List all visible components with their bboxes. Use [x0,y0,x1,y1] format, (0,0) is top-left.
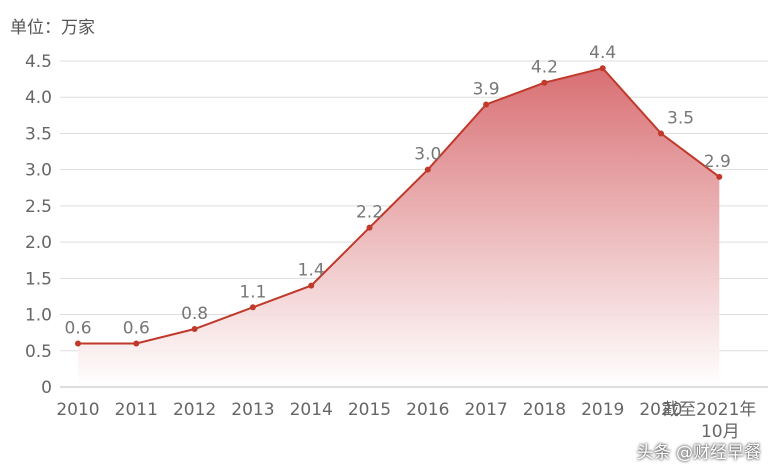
y-tick-label: 0.5 [25,342,52,362]
y-tick-label: 3.5 [25,124,52,144]
x-tick-label: 2016 [406,400,449,420]
x-tick-label: 2019 [581,400,624,420]
data-label: 2.9 [704,152,731,172]
y-tick-label: 1.5 [25,269,52,289]
data-label: 4.4 [589,43,616,63]
y-axis-unit-label: 单位：万家 [10,18,95,38]
watermark: 头条 @财经早餐 [636,443,761,463]
y-tick-label: 1.0 [25,306,52,326]
x-tick-label: 2018 [523,400,566,420]
y-tick-label: 3.0 [25,161,52,181]
x-tick-label: 2017 [464,400,507,420]
x-tick-label: 2015 [348,400,391,420]
data-point [483,101,490,108]
data-point [133,340,140,347]
data-label: 3.9 [473,79,500,99]
data-point [191,326,198,333]
y-tick-label: 4.5 [25,52,52,72]
data-point [541,79,548,86]
data-point [599,65,606,72]
x-tick-label: 截至2021年 10月 [662,400,756,442]
data-points [75,65,723,347]
x-axis-ticks: 2010 2011 2012 2013 2014 2015 2016 2017 2018 2019… [56,400,756,442]
data-point [308,282,315,289]
data-point [658,130,664,137]
x-tick-label: 2011 [115,400,158,420]
data-label: 1.4 [298,261,325,281]
x-tick-label: 2014 [290,400,333,420]
data-label: 2.2 [356,203,383,223]
data-label: 0.6 [64,319,91,339]
x-tick-label: 2010 [56,400,99,420]
y-tick-label: 4.0 [25,88,52,108]
y-axis-ticks: 0 0.5 1.0 1.5 2.0 2.5 3.0 3.5 4.0 4.5 [25,52,52,398]
data-label: 4.2 [531,58,558,78]
data-point [75,340,81,347]
data-point [249,304,256,311]
data-point [424,166,431,173]
data-label: 0.8 [181,304,208,324]
series-line [78,67,720,345]
y-tick-label: 0 [41,378,52,398]
area-fill [78,68,720,387]
data-label: 3.0 [414,145,441,165]
x-tick-label: 2020 [639,400,682,420]
data-label: 3.5 [667,108,694,128]
data-labels: 0.6 0.6 0.8 1.1 1.4 2.2 3.0 3.9 4.2 4.4 3.5 2.9 [64,43,730,338]
x-tick-label: 2012 [173,400,216,420]
x-tick-label: 2013 [231,400,274,420]
data-label: 1.1 [239,282,266,302]
data-label: 0.6 [123,319,150,339]
data-point [716,173,723,180]
y-tick-label: 2.0 [25,233,52,253]
data-point [366,224,373,231]
y-tick-label: 2.5 [25,197,52,217]
